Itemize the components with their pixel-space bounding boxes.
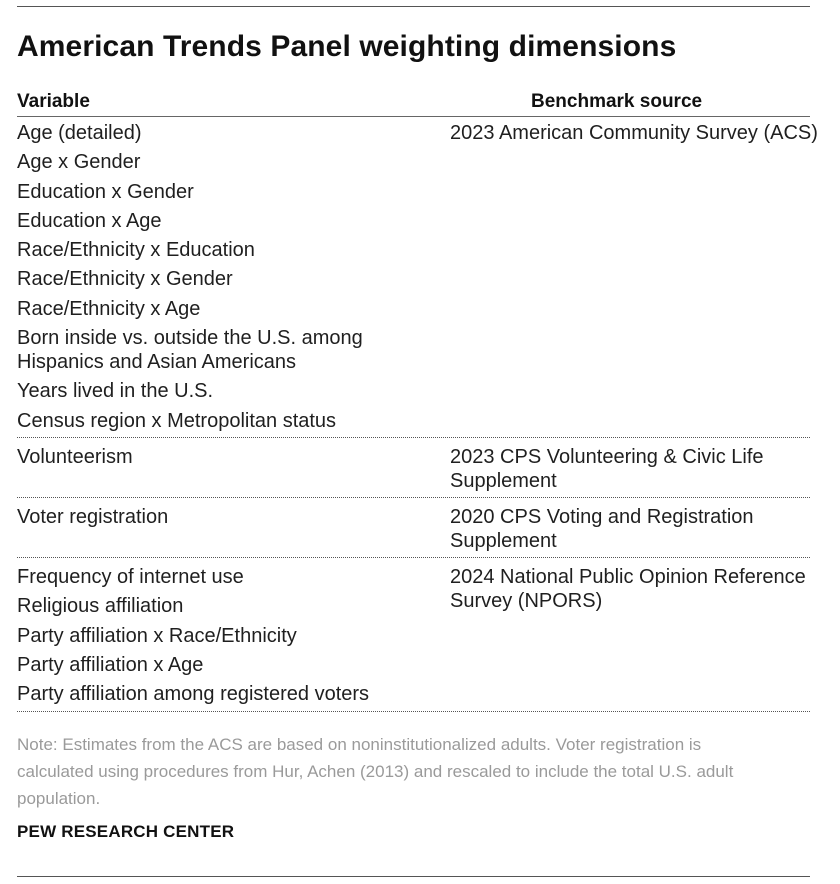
variable-item: Religious affiliation — [17, 595, 184, 618]
variable-item: Born inside vs. outside the U.S. among H… — [17, 327, 363, 374]
variable-list-acs: Age (detailed) Age x Gender Education x … — [17, 121, 417, 438]
variable-item: Party affiliation among registered voter… — [17, 683, 370, 706]
benchmark-source-acs: 2023 American Community Survey (ACS) — [450, 122, 818, 144]
variable-list-voting: Voter registration — [17, 505, 168, 534]
variable-item: Age x Gender — [17, 151, 141, 174]
variable-item: Census region x Metropolitan status — [17, 409, 337, 432]
header-rule — [17, 116, 810, 117]
top-rule — [17, 6, 810, 7]
variable-item: Education x Age — [17, 209, 162, 232]
variable-item: Years lived in the U.S. — [17, 380, 214, 403]
benchmark-source-voting: 2020 CPS Voting and Registration Supplem… — [450, 506, 754, 552]
variable-item: Party affiliation x Age — [17, 653, 204, 676]
footnote: Note: Estimates from the ACS are based o… — [17, 735, 734, 808]
bottom-rule — [17, 876, 810, 877]
group-divider — [17, 711, 810, 712]
variable-item: Race/Ethnicity x Gender — [17, 268, 233, 291]
benchmark-source-npors: 2024 National Public Opinion Reference S… — [450, 566, 806, 612]
variable-item: Frequency of internet use — [17, 566, 244, 588]
source-credit: PEW RESEARCH CENTER — [17, 822, 235, 841]
group-divider — [17, 497, 810, 498]
column-header-source: Benchmark source — [531, 91, 703, 112]
variable-item: Race/Ethnicity x Age — [17, 297, 201, 320]
column-header-variable: Variable — [17, 91, 90, 112]
group-divider — [17, 557, 810, 558]
variable-item: Education x Gender — [17, 180, 194, 203]
variable-item: Race/Ethnicity x Education — [17, 239, 255, 262]
variable-list-volunteering: Volunteerism — [17, 445, 133, 474]
group-divider — [17, 437, 810, 438]
variable-list-npors: Frequency of internet use Religious affi… — [17, 565, 369, 711]
variable-item: Party affiliation x Race/Ethnicity — [17, 624, 297, 647]
page-title: American Trends Panel weighting dimensio… — [17, 30, 677, 63]
variable-item: Age (detailed) — [17, 122, 142, 144]
variable-item: Voter registration — [17, 506, 169, 528]
variable-item: Volunteerism — [17, 446, 133, 468]
benchmark-source-volunteering: 2023 CPS Volunteering & Civic Life Suppl… — [450, 446, 764, 492]
